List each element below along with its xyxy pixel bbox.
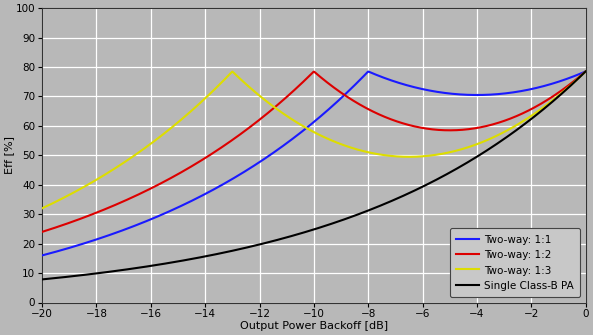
Single Class-B PA (582, 69, 589, 73)
Two-way: 1:3: (0, 78.5): 1:3: (0, 78.5) (582, 69, 589, 73)
Two-way: 1:3: (-18, 41.9): 1:3: (-18, 41.9) (94, 177, 101, 181)
Line: Two-way: 1:3: Two-way: 1:3 (42, 71, 585, 208)
Y-axis label: Eff [%]: Eff [%] (4, 136, 14, 174)
Single Class-B PA (463, 161, 470, 165)
Legend: Two-way: 1:1, Two-way: 1:2, Two-way: 1:3, Single Class-B PA: Two-way: 1:1, Two-way: 1:2, Two-way: 1:3… (450, 228, 581, 297)
Two-way: 1:3: (-20, 32): 1:3: (-20, 32) (39, 206, 46, 210)
Single Class-B PA (412, 188, 419, 192)
Two-way: 1:3: (-11.2, 64.6): 1:3: (-11.2, 64.6) (278, 110, 285, 114)
Two-way: 1:3: (-4.04, 53.6): 1:3: (-4.04, 53.6) (472, 143, 479, 147)
Two-way: 1:1: (-20, 16): 1:1: (-20, 16) (39, 253, 46, 257)
Line: Single Class-B PA: Single Class-B PA (42, 71, 585, 279)
Line: Two-way: 1:1: Two-way: 1:1 (42, 71, 585, 255)
Single Class-B PA (259, 242, 266, 246)
Two-way: 1:3: (-6.27, 49.5): 1:3: (-6.27, 49.5) (412, 155, 419, 159)
Two-way: 1:1: (-11.9, 48.2): 1:1: (-11.9, 48.2) (259, 158, 266, 162)
Two-way: 1:2: (0, 78.5): 1:2: (0, 78.5) (582, 69, 589, 73)
Two-way: 1:3: (-11.9, 69.6): 1:3: (-11.9, 69.6) (259, 95, 266, 99)
Two-way: 1:1: (-18, 21.6): 1:1: (-18, 21.6) (94, 237, 101, 241)
Line: Two-way: 1:2: Two-way: 1:2 (42, 71, 585, 232)
Single Class-B PA (472, 155, 479, 159)
Two-way: 1:2: (-11.9, 62.8): 1:2: (-11.9, 62.8) (259, 116, 266, 120)
Two-way: 1:2: (-4.4, 58.8): 1:2: (-4.4, 58.8) (463, 128, 470, 132)
Two-way: 1:2: (-11.2, 68.3): 1:2: (-11.2, 68.3) (278, 99, 285, 104)
Two-way: 1:1: (0, 78.5): 1:1: (0, 78.5) (582, 69, 589, 73)
Two-way: 1:1: (-6.27, 73.1): 1:1: (-6.27, 73.1) (412, 85, 419, 89)
Single Class-B PA (278, 237, 285, 241)
Two-way: 1:1: (-4.4, 70.6): 1:1: (-4.4, 70.6) (463, 93, 470, 97)
Two-way: 1:2: (-6.27, 59.8): 1:2: (-6.27, 59.8) (412, 125, 419, 129)
Two-way: 1:3: (-4.4, 52.5): 1:3: (-4.4, 52.5) (463, 146, 470, 150)
Two-way: 1:2: (-18, 30.7): 1:2: (-18, 30.7) (94, 210, 101, 214)
Single Class-B PA (39, 277, 46, 281)
X-axis label: Output Power Backoff [dB]: Output Power Backoff [dB] (240, 321, 388, 331)
Two-way: 1:1: (-4.04, 70.5): 1:1: (-4.04, 70.5) (472, 93, 479, 97)
Two-way: 1:2: (-20, 24): 1:2: (-20, 24) (39, 230, 46, 234)
Two-way: 1:1: (-11.2, 52.8): 1:1: (-11.2, 52.8) (278, 145, 285, 149)
Single Class-B PA (94, 271, 101, 275)
Two-way: 1:2: (-4.04, 59.2): 1:2: (-4.04, 59.2) (472, 126, 479, 130)
